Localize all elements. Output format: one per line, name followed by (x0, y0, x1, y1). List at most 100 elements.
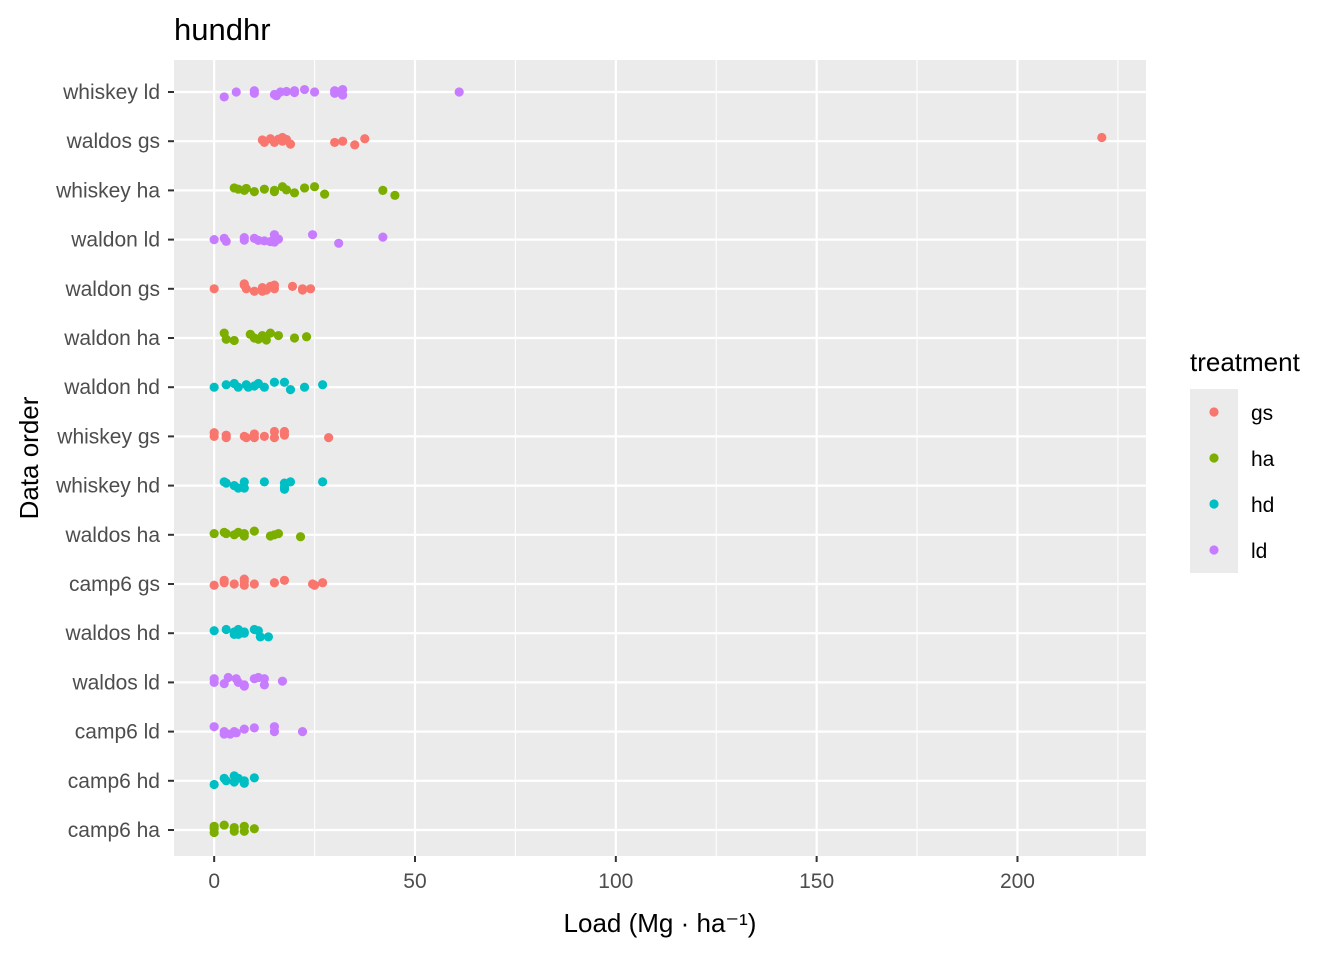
data-point-ld (334, 238, 344, 248)
data-point-hd (285, 477, 296, 487)
y-axis: whiskey ld waldos gs whiskey ha waldon ld wa… (55, 81, 174, 842)
data-point-ld (299, 84, 310, 95)
data-point-ld (281, 86, 292, 97)
data-point-ha (273, 528, 284, 539)
data-point-hd (239, 778, 249, 788)
data-point-hd (255, 632, 265, 642)
data-point-ha (221, 334, 231, 344)
data-point-gs (249, 433, 259, 443)
data-point-hd (279, 377, 290, 387)
data-point-ha (259, 184, 269, 194)
data-point-gs (318, 578, 328, 588)
legend-key-hd (1209, 499, 1219, 509)
data-points (209, 84, 1107, 838)
x-tick-label: 200 (1000, 870, 1035, 893)
data-point-ld (239, 724, 249, 734)
data-point-gs (259, 431, 269, 441)
data-point-gs (249, 579, 259, 589)
data-point-ha (289, 333, 300, 343)
data-point-ld (209, 722, 219, 732)
data-point-gs (209, 431, 219, 441)
legend-key-ha (1209, 453, 1219, 463)
data-point-ha (239, 826, 249, 836)
data-point-gs (269, 433, 280, 443)
data-point-ld (454, 87, 464, 97)
y-tick-label: waldon ld (70, 229, 160, 252)
data-point-hd (318, 380, 328, 390)
data-point-hd (221, 776, 231, 786)
x-tick-label: 100 (598, 870, 633, 893)
data-point-gs (305, 284, 316, 294)
data-point-gs (209, 284, 219, 294)
data-point-ha (219, 820, 229, 830)
data-point-ha (269, 187, 280, 197)
data-point-gs (279, 575, 290, 585)
data-point-ld (219, 92, 229, 102)
data-point-hd (263, 632, 273, 642)
y-tick-label: camp6 ha (68, 819, 161, 842)
legend-key-gs (1209, 407, 1219, 417)
y-tick-label: waldos ha (64, 524, 160, 547)
data-point-gs (297, 285, 308, 295)
data-point-gs (338, 136, 348, 146)
data-point-ld (309, 87, 320, 97)
data-point-hd (269, 377, 280, 387)
data-point-ha (221, 528, 231, 539)
data-point-ld (239, 235, 249, 245)
data-point-ha (249, 187, 259, 197)
x-tick-label: 50 (403, 870, 426, 893)
data-point-gs (269, 578, 280, 588)
data-point-hd (279, 484, 290, 494)
data-point-gs (269, 284, 280, 294)
data-point-ha (273, 330, 284, 341)
data-point-ha (261, 335, 271, 345)
data-point-ha (229, 826, 239, 836)
legend-label-gs: gs (1251, 402, 1273, 425)
data-point-gs (350, 140, 360, 150)
data-point-ha (378, 185, 388, 195)
data-point-ha (239, 531, 249, 541)
data-point-hd (239, 483, 249, 493)
data-point-hd (249, 773, 259, 783)
data-point-ld (231, 87, 241, 97)
data-point-ha (320, 189, 330, 199)
x-tick-label: 150 (799, 870, 834, 893)
y-tick-label: whiskey ha (55, 179, 160, 202)
data-point-ha (241, 183, 251, 194)
data-point-ha (265, 328, 275, 338)
x-axis: 0 50 100 150 200 (208, 856, 1035, 893)
plot-panel (174, 60, 1146, 856)
data-point-ld (338, 90, 348, 100)
data-point-hd (299, 382, 310, 392)
data-point-ld (269, 727, 280, 737)
legend-label-hd: hd (1251, 494, 1274, 517)
data-point-hd (259, 477, 269, 487)
data-point-ld (307, 230, 318, 240)
data-point-hd (209, 626, 219, 636)
y-tick-label: camp6 ld (75, 721, 160, 744)
data-point-hd (285, 385, 296, 395)
data-point-ld (231, 728, 241, 738)
data-point-ld (249, 88, 259, 98)
data-point-gs (219, 578, 229, 588)
data-point-hd (233, 382, 243, 392)
data-point-ld (289, 87, 300, 98)
y-tick-label: waldon gs (64, 278, 160, 301)
y-tick-label: camp6 gs (69, 573, 160, 596)
data-point-ha (281, 185, 292, 195)
y-tick-label: whiskey hd (55, 475, 160, 498)
legend-title: treatment (1190, 347, 1301, 377)
y-tick-label: whiskey gs (56, 425, 160, 448)
x-tick-label: 0 (208, 870, 220, 893)
y-tick-label: waldon ha (63, 327, 160, 350)
minor-gridlines (314, 60, 1119, 856)
data-point-ha (209, 528, 219, 539)
data-point-gs (287, 281, 298, 291)
legend: treatment gs ha hd ld (1190, 347, 1301, 573)
data-point-ld (239, 680, 249, 690)
data-point-gs (241, 433, 251, 443)
data-point-hd (239, 628, 249, 638)
data-point-gs (324, 433, 334, 443)
data-point-hd (221, 380, 231, 390)
